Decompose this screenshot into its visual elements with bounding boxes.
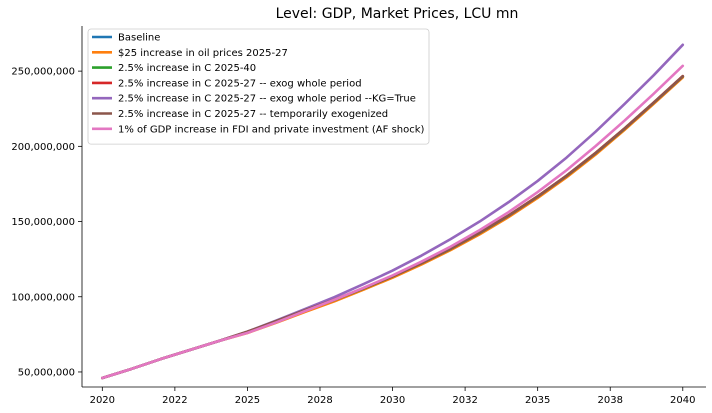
- series-lines: [101, 43, 685, 380]
- axes: 2020 2022 2025 2028 2030 2032 2035 2038 2040 50,0…: [11, 26, 706, 406]
- legend-label: 1% of GDP increase in FDI and private in…: [118, 124, 425, 135]
- x-tick-label: 2032: [452, 395, 477, 406]
- legend-label: Baseline: [118, 33, 160, 44]
- y-tick-label: 150,000,000: [11, 217, 75, 228]
- x-tick-label: 2035: [525, 395, 550, 406]
- chart-title: Level: GDP, Market Prices, LCU mn: [276, 6, 519, 22]
- legend-label: $25 increase in oil prices 2025-27: [118, 48, 288, 59]
- y-tick-label: 200,000,000: [11, 142, 75, 153]
- x-tick-label: 2038: [597, 395, 622, 406]
- legend-label: 2.5% increase in C 2025-27 -- exog whole…: [118, 94, 416, 105]
- x-tick-label: 2030: [380, 395, 405, 406]
- series-line-7: [101, 64, 685, 380]
- y-tick-label: 100,000,000: [11, 292, 75, 303]
- legend-label: 2.5% increase in C 2025-40: [118, 63, 256, 74]
- legend-label: 2.5% increase in C 2025-27 -- temporaril…: [118, 109, 388, 120]
- x-tick-label: 2020: [90, 395, 115, 406]
- x-tick-label: 2025: [235, 395, 260, 406]
- y-tick-label: 50,000,000: [18, 367, 75, 378]
- legend-label: 2.5% increase in C 2025-27 -- exog whole…: [118, 78, 362, 89]
- y-tick-label: 250,000,000: [11, 67, 75, 78]
- x-tick-label: 2040: [670, 395, 695, 406]
- x-tick-label: 2022: [162, 395, 187, 406]
- legend-box: [87, 28, 430, 145]
- legend: Baseline $25 increase in oil prices 2025-…: [87, 28, 430, 145]
- x-tick-label: 2028: [307, 395, 332, 406]
